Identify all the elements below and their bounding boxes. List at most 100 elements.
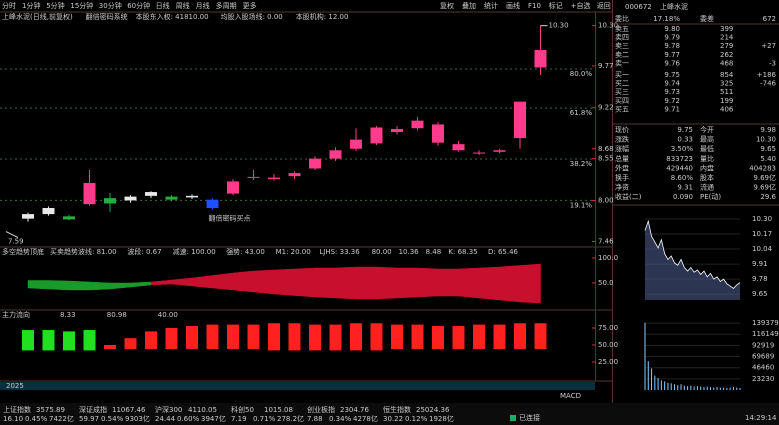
index-amount: 9303亿 [125, 414, 150, 423]
flow-bar [534, 323, 547, 350]
indicator-tab[interactable]: MACD [560, 392, 581, 400]
flow-bar [391, 324, 403, 350]
index-pct: 0.71% [253, 415, 276, 423]
quote-cell: 买一 [615, 71, 629, 79]
quote-cell: 9.80 [664, 25, 680, 33]
band-segment [478, 266, 500, 301]
quote-cell: 9.65 [760, 145, 776, 153]
quote-cell: 9.72 [664, 97, 680, 105]
quote-cell: 0.33 [677, 136, 693, 144]
quote-cell: 29.6 [760, 193, 776, 201]
candle-body [145, 192, 157, 196]
index-amount: 278.2亿 [277, 414, 304, 423]
quote-cell: 9.98 [760, 126, 776, 134]
indicator-header: 80.00 [372, 248, 392, 256]
quote-cell: 279 [720, 42, 733, 50]
flow-bar [83, 330, 96, 351]
tool-button[interactable]: 复权 [440, 1, 454, 10]
tool-button[interactable]: 叠加 [462, 1, 476, 10]
candle-body [247, 176, 260, 178]
tool-button[interactable]: +自选 [571, 1, 591, 10]
period-tab[interactable]: 更多 [243, 1, 257, 10]
quote-cell: -746 [760, 80, 776, 88]
y-tick-label: 10.04 [752, 245, 773, 253]
volume-tick-label: 23230 [752, 375, 774, 383]
fib-label: 80.0% [570, 70, 593, 78]
period-tab[interactable]: 15分钟 [70, 1, 93, 10]
period-tab[interactable]: 1分钟 [22, 1, 40, 10]
indicator-header: LJHS: 33.36 [319, 248, 360, 256]
fib-label: 61.8% [570, 109, 593, 117]
flow-bar [288, 323, 301, 351]
candle-body [370, 127, 383, 144]
indicator-header: D: 65.46 [488, 248, 519, 256]
quote-cell: 0.090 [673, 193, 693, 201]
indicator-header: 多空趋势顶底 [2, 247, 44, 256]
candle-body [22, 214, 34, 219]
quote-cell: 委差 [700, 14, 714, 23]
index-value: 1015.08 [264, 406, 293, 414]
index-amount: 1928亿 [429, 414, 454, 423]
index-name: 上证指数 [3, 405, 31, 414]
index-value: 11067.46 [112, 406, 146, 414]
indicator-header: 强势: 43.00 [226, 247, 265, 256]
band-segment [48, 280, 70, 291]
tool-button[interactable]: F10 [528, 2, 541, 10]
tool-button[interactable]: 返回 [597, 2, 611, 10]
band-segment [355, 266, 377, 300]
period-tab[interactable]: 月线 [196, 1, 210, 10]
period-tab[interactable]: 5分钟 [46, 1, 64, 10]
quote-cell: 214 [720, 34, 734, 42]
quote-cell: +186 [757, 71, 777, 79]
flow-bar [247, 324, 260, 350]
period-tab[interactable]: 30分钟 [99, 1, 122, 10]
period-tab[interactable]: 多周期 [216, 1, 237, 10]
period-tab[interactable]: 60分钟 [127, 1, 150, 10]
candle-body [124, 196, 137, 201]
indicator-header: 8.33 [60, 311, 76, 319]
y-tick-label: 25.00 [598, 358, 618, 366]
period-tab[interactable]: 分时 [2, 1, 16, 10]
quote-cell: 3.50% [671, 145, 694, 153]
y-tick-label: 9.65 [752, 290, 768, 298]
candle-body [452, 144, 465, 151]
quote-cell: 换手 [615, 173, 629, 182]
y-tick-label: 8.00 [598, 196, 614, 204]
index-name: 沪深300 [155, 405, 182, 414]
flow-bar [370, 323, 383, 351]
index-change: 30.22 [383, 415, 403, 423]
band-segment [253, 269, 275, 295]
candle-body [329, 150, 342, 159]
quote-cell: 9.75 [664, 71, 680, 79]
period-tab[interactable]: 周线 [176, 1, 190, 10]
y-tick-label: 10.30 [752, 215, 772, 223]
index-name: 恒生指数 [383, 405, 411, 414]
tool-button[interactable]: 画线 [506, 1, 520, 10]
y-tick-label: 9.77 [598, 62, 614, 70]
candle-body [206, 199, 219, 209]
flow-bar [350, 323, 362, 351]
tool-button[interactable]: 标记 [549, 1, 563, 10]
volume-tick-label: 139379 [752, 319, 779, 327]
quote-cell: 404283 [749, 164, 776, 172]
index-name: 科创50 [231, 405, 254, 414]
band-segment [212, 272, 234, 291]
candle-body [534, 49, 547, 68]
flow-bar [22, 330, 34, 351]
index-value: 2304.76 [340, 406, 369, 414]
quote-cell: +27 [761, 42, 776, 50]
quote-cell: 总量 [615, 154, 629, 163]
tool-button[interactable]: 统计 [484, 1, 498, 10]
index-change: 59.97 [79, 415, 99, 423]
candle-body [288, 173, 301, 177]
y-tick-label: 50.00 [598, 341, 618, 349]
candle-body [391, 129, 403, 133]
quote-cell: 买五 [615, 105, 629, 113]
period-tab[interactable]: 日线 [156, 1, 170, 10]
index-value: 25024.36 [416, 406, 450, 414]
indicator-header: 10.36 [399, 248, 420, 256]
quote-cell: 股本 [700, 173, 714, 182]
index-name: 创业板指 [307, 405, 335, 414]
band-segment [27, 280, 49, 290]
